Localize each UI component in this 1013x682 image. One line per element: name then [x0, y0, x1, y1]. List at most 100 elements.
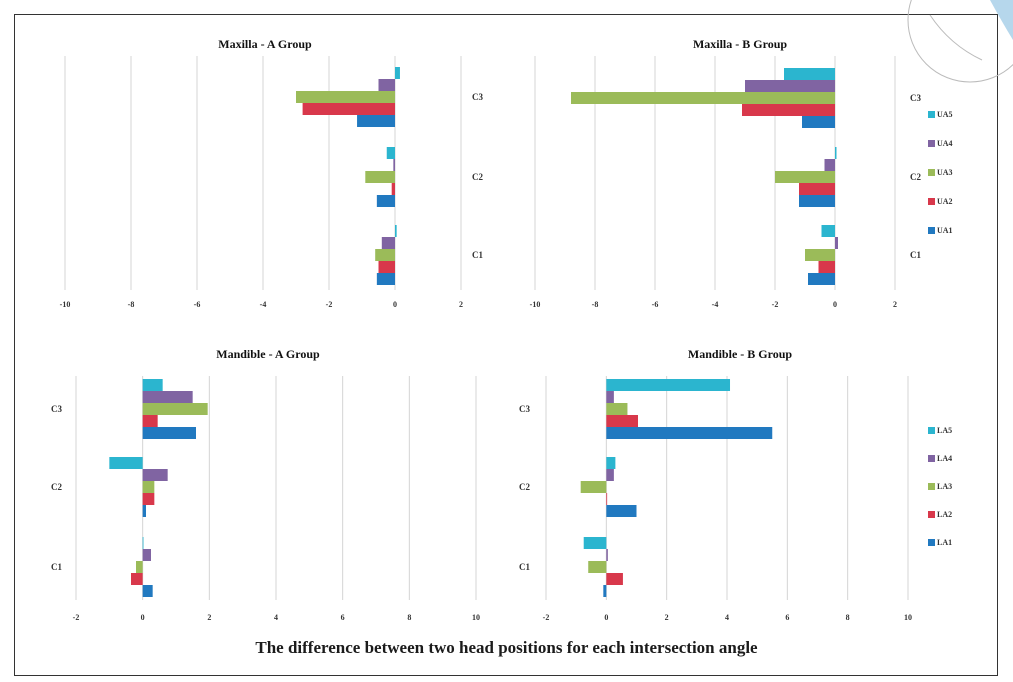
tick-label: 2: [665, 613, 669, 622]
tick-label: 8: [407, 613, 411, 622]
bar-ua2: [391, 183, 395, 195]
bar-la1: [142, 585, 153, 597]
bar-ua1: [376, 195, 395, 207]
legend-label: LA1: [937, 538, 952, 547]
tick-label: 4: [725, 613, 729, 622]
bar-ua2: [302, 103, 395, 115]
bar-la2: [142, 415, 158, 427]
category-label: C1: [472, 250, 483, 260]
bar-la3: [142, 481, 155, 493]
tick-label: 2: [893, 300, 897, 309]
legend-swatch: [928, 169, 935, 176]
seal-outer-ring: [907, 0, 1013, 83]
figure-caption: The difference between two head position…: [255, 638, 758, 657]
tick-label: 0: [393, 300, 397, 309]
bar-la2: [142, 493, 155, 505]
bar-ua2: [799, 183, 835, 195]
figure-frame: [14, 14, 998, 676]
bar-la5: [142, 537, 144, 549]
bar-ua3: [805, 249, 835, 261]
tick-label: -10: [530, 300, 541, 309]
bar-ua4: [835, 237, 838, 249]
bar-la2: [606, 573, 623, 585]
category-label: C1: [519, 562, 530, 572]
bar-la5: [583, 537, 607, 549]
bar-ua4: [378, 79, 395, 91]
legend-label: UA2: [937, 197, 953, 206]
bar-ua5: [395, 225, 397, 237]
bar-la4: [606, 549, 608, 561]
bar-la4: [142, 549, 151, 561]
category-label: C1: [910, 250, 921, 260]
category-label: C3: [472, 92, 483, 102]
tick-label: -2: [326, 300, 333, 309]
bar-ua2: [378, 261, 395, 273]
tick-label: -6: [194, 300, 201, 309]
tick-label: 2: [459, 300, 463, 309]
bar-ua3: [365, 171, 395, 183]
legend-label: UA1: [937, 226, 953, 235]
legend-label: LA4: [937, 454, 952, 463]
category-label: C1: [51, 562, 62, 572]
bar-la3: [142, 403, 208, 415]
tick-label: -8: [128, 300, 135, 309]
bar-la2: [131, 573, 143, 585]
legend-swatch: [928, 111, 935, 118]
seal-band: [990, 0, 1013, 40]
bar-ua5: [821, 225, 835, 237]
bar-ua4: [745, 80, 835, 92]
bar-la5: [606, 457, 616, 469]
seal-arc: [929, 14, 983, 61]
tick-label: 0: [141, 613, 145, 622]
tick-label: -10: [60, 300, 71, 309]
tick-label: -4: [260, 300, 267, 309]
tick-label: 4: [274, 613, 278, 622]
tick-label: 6: [785, 613, 789, 622]
bar-ua4: [393, 159, 395, 171]
tick-label: 10: [904, 613, 912, 622]
bar-ua3: [571, 92, 835, 104]
chart-3: Mandible - A Group -2 0 2 4 6 8 10 C3 C2 C1: [51, 347, 480, 622]
bar-la3: [136, 561, 143, 573]
bar-ua2: [742, 104, 835, 116]
legend-label: UA4: [937, 139, 953, 148]
bar-la4: [142, 469, 168, 481]
category-label: C3: [910, 93, 921, 103]
bar-la3: [580, 481, 607, 493]
category-label: C3: [519, 404, 530, 414]
tick-label: -6: [652, 300, 659, 309]
bar-ua3: [775, 171, 835, 183]
tick-label: -4: [712, 300, 719, 309]
bar-ua1: [357, 115, 395, 127]
bar-la5: [109, 457, 143, 469]
bar-ua3: [375, 249, 395, 261]
bar-la3: [588, 561, 607, 573]
bar-la4: [142, 391, 193, 403]
bar-ua5: [395, 67, 400, 79]
bar-ua2: [818, 261, 835, 273]
legend-label: LA2: [937, 510, 952, 519]
bar-la5: [606, 379, 731, 391]
bar-ua1: [802, 116, 835, 128]
tick-label: 10: [472, 613, 480, 622]
bar-la1: [142, 427, 196, 439]
bar-la1: [142, 505, 146, 517]
legend-swatch: [928, 483, 935, 490]
tick-label: 0: [833, 300, 837, 309]
bar-ua4: [824, 159, 835, 171]
legend-label: LA5: [937, 426, 952, 435]
bar-ua3: [296, 91, 395, 103]
bar-ua5: [784, 68, 835, 80]
bar-la4: [606, 469, 614, 481]
tick-label: -2: [772, 300, 779, 309]
category-label: C3: [51, 404, 62, 414]
chart-4: Mandible - B Group -2 0 2 4 6 8 10 C3 C2 C1 LA5 LA4 L…: [519, 347, 952, 622]
category-label: C2: [51, 482, 62, 492]
chart-title: Maxilla - B Group: [693, 37, 787, 51]
tick-label: 2: [207, 613, 211, 622]
tick-label: -2: [73, 613, 80, 622]
legend-swatch: [928, 539, 935, 546]
bar-la3: [606, 403, 628, 415]
legend-swatch: [928, 511, 935, 518]
